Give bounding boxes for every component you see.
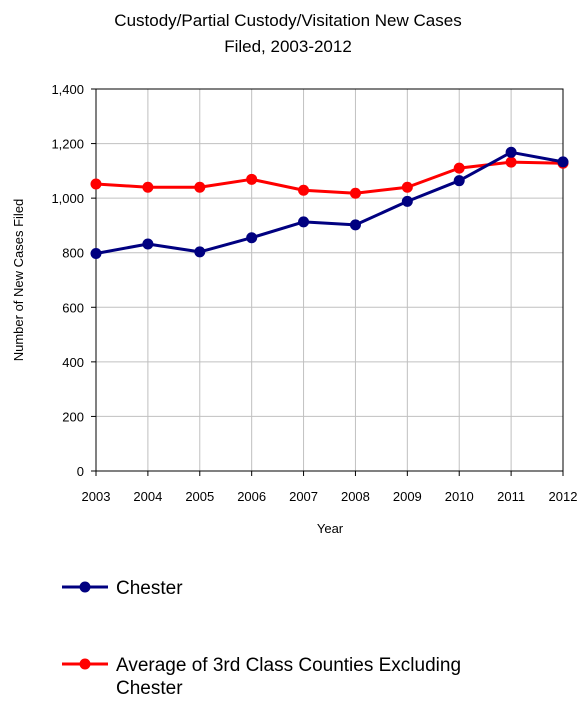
data-point-0-2003	[90, 248, 102, 260]
series-line-0	[95, 150, 564, 256]
data-point-0-2009	[401, 195, 413, 207]
y-tick-label: 1,400	[51, 82, 84, 97]
legend: Chester Average of 3rd Class Counties Ex…	[62, 578, 461, 699]
y-tick-label: 400	[62, 355, 84, 370]
data-point-0-2006	[246, 232, 258, 244]
legend-label-average-line-2: Chester	[116, 678, 183, 699]
data-point-1-2011	[505, 156, 517, 168]
data-point-0-2010	[453, 175, 465, 187]
legend-marker-chester	[79, 581, 91, 593]
y-tick-label: 1,000	[51, 191, 84, 206]
legend-label-chester: Chester	[116, 578, 183, 599]
x-tick-label: 2006	[237, 489, 266, 504]
chart-title-line-2: Filed, 2003-2012	[224, 37, 352, 56]
x-tick-label: 2007	[289, 489, 318, 504]
x-tick-label: 2003	[82, 489, 111, 504]
series-layer	[90, 146, 569, 260]
data-point-1-2006	[246, 173, 258, 185]
y-tick-label: 1,200	[51, 137, 84, 152]
legend-item-chester: Chester	[62, 578, 183, 599]
data-point-0-2004	[142, 238, 154, 250]
legend-item-average: Average of 3rd Class Counties Excluding …	[62, 655, 461, 699]
x-tick-label: 2004	[133, 489, 162, 504]
x-axis-ticks: 2003 2004 2005 2006 2007 2008 2009 2010 2011 2012	[82, 471, 578, 504]
x-tick-label: 2010	[445, 489, 474, 504]
data-point-0-2008	[349, 219, 361, 231]
plot-area-border	[95, 88, 564, 472]
y-tick-label: 0	[77, 464, 84, 479]
y-tick-label: 800	[62, 246, 84, 261]
data-point-1-2005	[194, 181, 206, 193]
data-point-0-2005	[194, 246, 206, 258]
data-point-1-2004	[142, 181, 154, 193]
data-point-1-2010	[453, 162, 465, 174]
series-line-1	[95, 160, 564, 195]
y-tick-label: 200	[62, 409, 84, 424]
y-tick-label: 600	[62, 300, 84, 315]
x-tick-label: 2011	[497, 489, 525, 504]
legend-marker-average	[79, 658, 91, 670]
data-point-1-2008	[349, 187, 361, 199]
x-tick-label: 2009	[393, 489, 422, 504]
x-axis-title: Year	[317, 521, 344, 536]
chart-title-line-1: Custody/Partial Custody/Visitation New C…	[114, 11, 461, 30]
legend-label-average-line-1: Average of 3rd Class Counties Excluding	[116, 655, 461, 676]
data-point-1-2009	[401, 181, 413, 193]
data-point-0-2011	[505, 146, 517, 158]
data-point-0-2007	[298, 216, 310, 228]
y-axis-ticks: 0 200 400 600 800 1,000 1,200 1,400	[51, 82, 96, 479]
y-axis-title: Number of New Cases Filed	[11, 199, 26, 362]
data-point-1-2007	[298, 184, 310, 196]
data-point-1-2003	[90, 178, 102, 190]
gridlines	[95, 88, 564, 472]
x-tick-label: 2005	[185, 489, 214, 504]
x-tick-label: 2012	[549, 489, 578, 504]
data-point-0-2012	[557, 156, 569, 168]
x-tick-label: 2008	[341, 489, 370, 504]
